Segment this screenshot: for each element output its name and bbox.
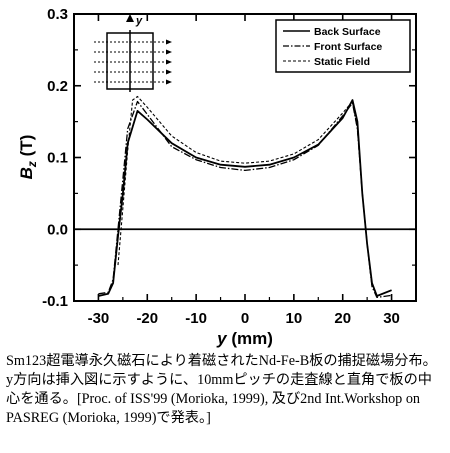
x-tick-label: -10: [185, 310, 207, 327]
inset-scan-lines: [94, 39, 172, 85]
series-line-back-surface: [98, 99, 392, 297]
x-tick-label: 20: [334, 310, 351, 327]
legend-label-static-field: Static Field: [314, 56, 370, 68]
series-line-static-field: [117, 95, 373, 287]
y-axis-label: Bz (T): [17, 135, 39, 180]
x-tick-label: -30: [88, 310, 110, 327]
legend-label-back-surface: Back Surface: [314, 26, 381, 38]
axis-ticks: -0.1 0.0 0.1 0.2 0.3 -30 -20 -10 0 10 20 30: [42, 6, 417, 327]
inset-arrow-icon: [166, 49, 172, 55]
inset-diagram: y: [94, 14, 172, 92]
inset-arrow-icon: [166, 79, 172, 85]
inset-plate: [106, 32, 154, 90]
x-axis-label-symbol: y: [216, 329, 228, 348]
y-axis-label-unit: (T): [17, 135, 36, 161]
inset-arrow-icon: [166, 59, 172, 65]
y-tick-label: 0.0: [47, 221, 68, 238]
legend-label-front-surface: Front Surface: [314, 41, 382, 53]
inset-y-label: y: [135, 15, 143, 27]
inset-y-arrow-icon: [126, 14, 134, 22]
y-axis-label-symbol: B: [17, 167, 36, 179]
series-line-front-surface: [98, 100, 392, 299]
y-tick-label: 0.1: [47, 150, 68, 167]
inset-arrow-icon: [166, 69, 172, 75]
x-tick-label: 30: [383, 310, 400, 327]
x-axis-label: y (mm): [216, 329, 273, 348]
chart: -0.10.00.10.20.3-30 -20 -10 0 10 20 30 Bz (T) …: [17, 6, 417, 348]
x-tick-label: 0: [241, 310, 249, 327]
x-tick-label: -20: [136, 310, 158, 327]
x-axis-label-unit: (mm): [227, 329, 273, 348]
legend: Back Surface Front Surface Static Field: [275, 19, 411, 73]
series-group: [98, 95, 392, 299]
y-tick-label: 0.2: [47, 78, 68, 95]
x-tick-label: 10: [286, 310, 303, 327]
y-tick-label: -0.1: [42, 293, 68, 310]
figure-caption: Sm123超電導永久磁石により着磁されたNd-Fe-B板の捕捉磁場分布。y方向は…: [6, 353, 437, 426]
y-tick-label: 0.3: [47, 6, 68, 23]
inset-arrow-icon: [166, 39, 172, 45]
y-axis-label-subscript: z: [25, 161, 39, 168]
